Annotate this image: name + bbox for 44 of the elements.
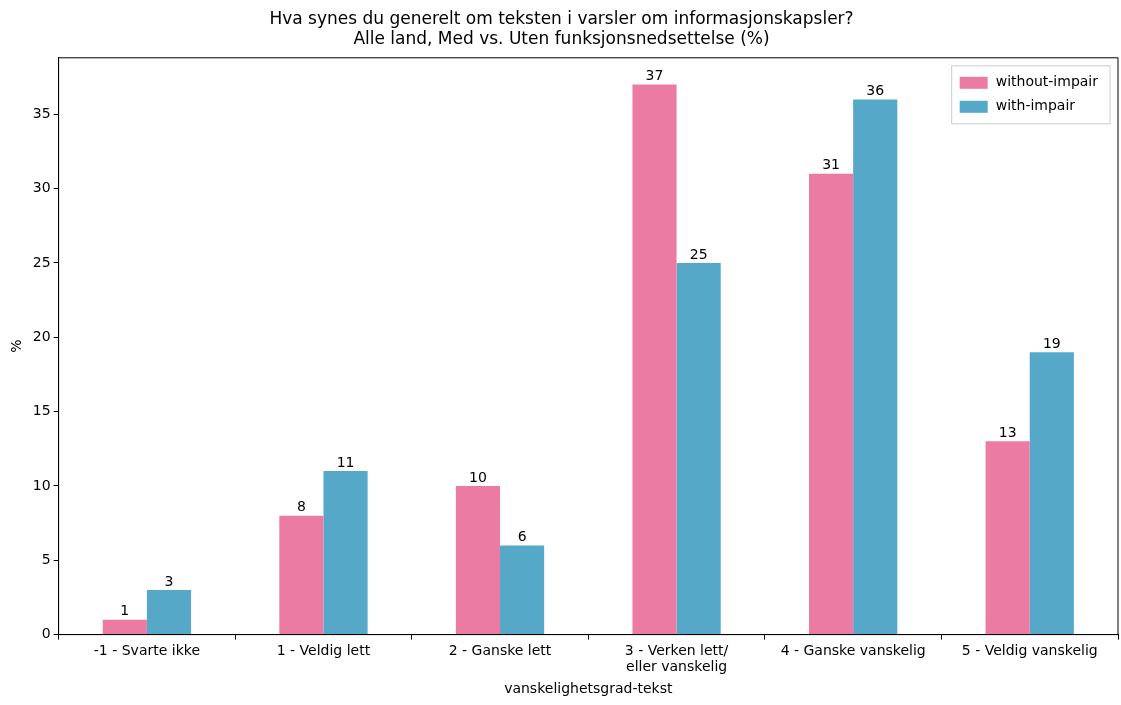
data-label: 11 [336,453,355,470]
legend-label: without-impair [995,73,1099,90]
data-label: 3 [164,572,174,589]
bar [146,590,192,635]
bar [279,515,324,635]
bar [102,619,147,635]
x-axis-title: vanskelighetsgrad-tekst [504,680,673,697]
data-label: 13 [998,423,1017,440]
y-tick-label: 5 [41,550,51,567]
data-label: 6 [517,528,527,545]
bar [455,485,501,635]
x-tick-label: 5 - Veldig vanskelig [961,641,1098,658]
data-label: 31 [822,156,840,173]
chart-subtitle: Alle land, Med vs. Uten funksjonsnedsettelse (%) [353,28,770,49]
y-tick-label: 0 [41,625,51,642]
bar [676,262,721,635]
y-tick-label: 25 [32,253,51,270]
bar [1029,352,1074,635]
x-tick-label: 2 - Ganske lett [448,641,552,658]
x-tick-label: -1 - Svarte ikke [93,641,200,658]
data-label: 10 [469,468,487,485]
x-tick-label: 3 - Verken lett/ eller vanskelig [624,641,729,675]
bar [985,441,1030,635]
y-axis-title: % [8,339,25,353]
data-label: 19 [1042,334,1061,351]
y-tick-label: 20 [32,327,51,344]
bar [632,84,677,635]
legend-label: with-impair [995,97,1076,114]
y-tick-label: 35 [32,104,51,121]
y-tick-label: 10 [32,476,51,493]
chart-title: Hva synes du generelt om teksten i varsler om informasjonskapsler? [269,7,854,28]
data-label: 1 [120,602,130,619]
data-label: 37 [645,67,664,84]
bar [323,471,368,635]
data-label: 8 [296,498,306,515]
y-tick-label: 30 [32,179,51,196]
bar [853,99,898,635]
bar [809,173,854,635]
x-tick-label: 1 - Veldig lett [276,641,371,658]
x-tick-label: 4 - Ganske vanskelig [780,641,926,658]
data-label: 36 [866,82,885,99]
data-label: 25 [689,245,708,262]
y-tick-label: 15 [32,402,51,419]
bar [500,545,545,635]
